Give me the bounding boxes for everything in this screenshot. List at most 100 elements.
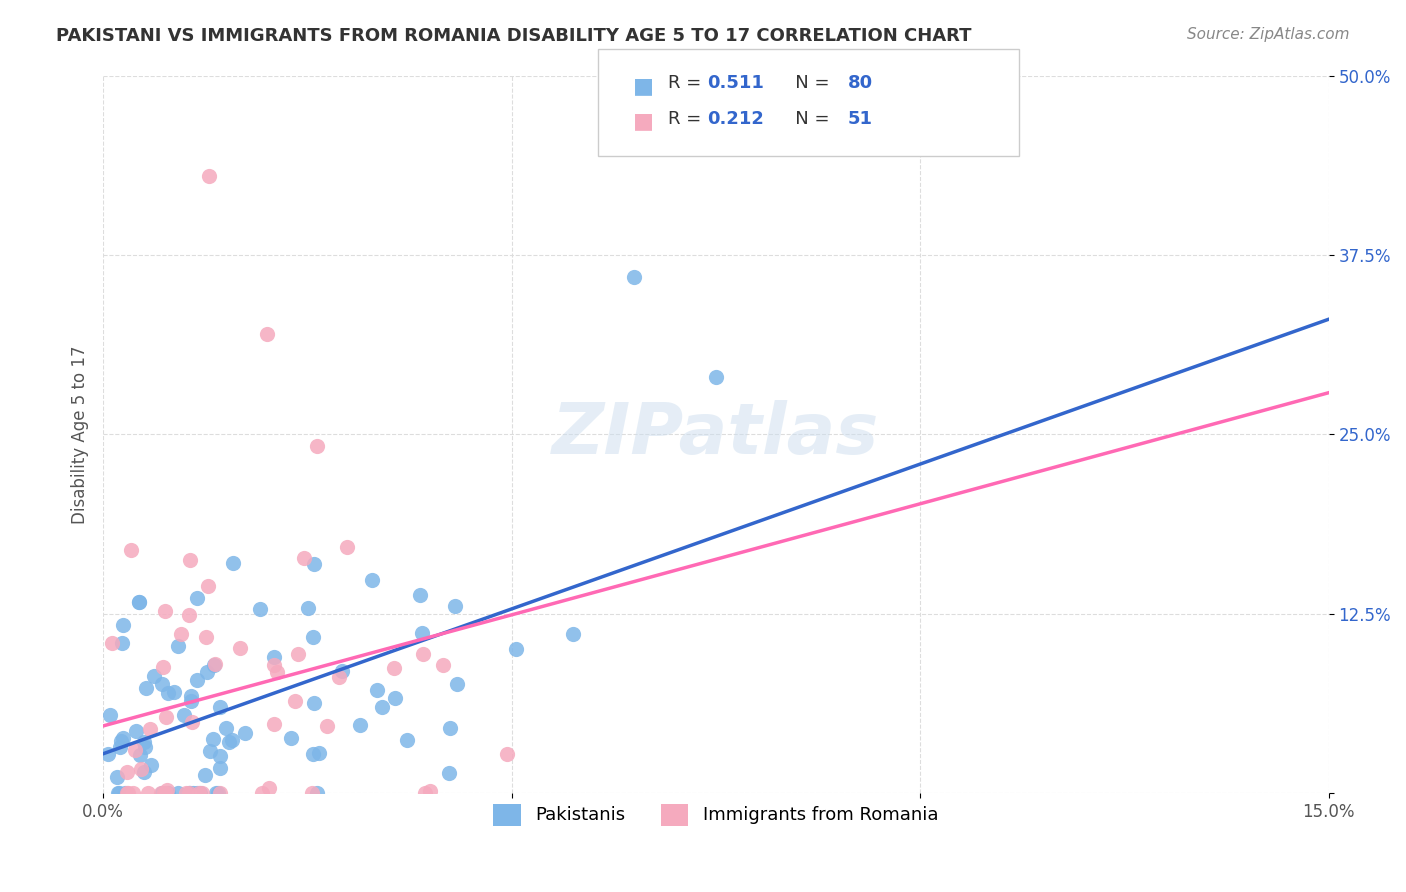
Point xyxy=(170,626,193,640)
Point xyxy=(301,747,323,762)
Point xyxy=(181,786,204,800)
Text: R =: R = xyxy=(668,110,707,128)
Point xyxy=(263,716,285,731)
Point xyxy=(328,670,350,684)
Point xyxy=(153,786,176,800)
Point xyxy=(204,657,226,671)
Point xyxy=(308,747,330,761)
Text: 51: 51 xyxy=(848,110,873,128)
Point xyxy=(152,659,174,673)
Point xyxy=(155,710,177,724)
Point xyxy=(204,786,226,800)
Point xyxy=(349,718,371,732)
Point xyxy=(412,647,434,661)
Point xyxy=(155,786,177,800)
Point xyxy=(135,681,157,695)
Point xyxy=(307,786,329,800)
Point xyxy=(177,786,200,800)
Point xyxy=(112,731,135,746)
Point xyxy=(194,768,217,782)
Point xyxy=(419,784,441,798)
Point xyxy=(156,686,179,700)
Point xyxy=(411,626,433,640)
Point xyxy=(382,661,405,675)
Text: 0.511: 0.511 xyxy=(707,74,763,92)
Point xyxy=(186,591,208,605)
Point xyxy=(330,664,353,678)
Point xyxy=(173,708,195,723)
Point xyxy=(263,658,285,673)
Point xyxy=(186,673,208,687)
Point xyxy=(209,749,232,764)
Point xyxy=(150,677,173,691)
Point xyxy=(200,744,222,758)
Point xyxy=(409,589,432,603)
Point xyxy=(167,786,190,800)
Point xyxy=(218,735,240,749)
Point xyxy=(207,786,229,800)
Point xyxy=(384,691,406,706)
Point xyxy=(112,618,135,632)
Point xyxy=(132,735,155,749)
Point xyxy=(166,640,188,654)
Point xyxy=(107,786,129,800)
Point xyxy=(301,786,323,800)
Point xyxy=(221,732,243,747)
Point xyxy=(204,657,226,672)
Point xyxy=(266,665,288,679)
Point xyxy=(444,599,467,613)
Point xyxy=(297,601,319,615)
Point xyxy=(128,747,150,762)
Point xyxy=(129,762,152,776)
Point xyxy=(305,439,328,453)
Text: ■: ■ xyxy=(633,112,654,131)
Point xyxy=(623,269,645,284)
Text: R =: R = xyxy=(668,74,707,92)
Point xyxy=(122,786,145,800)
Point xyxy=(197,579,219,593)
Point xyxy=(198,169,221,183)
Point xyxy=(114,786,136,800)
Point xyxy=(284,694,307,708)
Point xyxy=(163,685,186,699)
Point xyxy=(124,743,146,757)
Point xyxy=(156,782,179,797)
Point xyxy=(301,630,323,644)
Point xyxy=(134,739,156,754)
Point xyxy=(180,694,202,708)
Point xyxy=(139,723,162,737)
Point xyxy=(177,786,200,800)
Point xyxy=(153,604,176,618)
Point xyxy=(257,780,280,795)
Point xyxy=(110,739,132,754)
Point xyxy=(117,786,139,800)
Point xyxy=(366,683,388,698)
Point xyxy=(396,733,419,747)
Point xyxy=(336,540,359,554)
Point xyxy=(371,699,394,714)
Point xyxy=(221,556,243,570)
Point xyxy=(704,370,727,384)
Text: ZIPatlas: ZIPatlas xyxy=(553,400,880,469)
Point xyxy=(180,689,202,703)
Point xyxy=(446,677,468,691)
Point xyxy=(292,551,315,566)
Point xyxy=(110,734,132,748)
Point xyxy=(152,786,174,800)
Point xyxy=(139,758,162,772)
Point xyxy=(179,608,201,623)
Point xyxy=(195,630,218,644)
Point xyxy=(124,723,146,738)
Point xyxy=(115,765,138,780)
Y-axis label: Disability Age 5 to 17: Disability Age 5 to 17 xyxy=(72,345,89,524)
Point xyxy=(360,574,382,588)
Point xyxy=(180,715,202,730)
Point xyxy=(101,636,124,650)
Point xyxy=(136,786,159,800)
Point xyxy=(249,602,271,616)
Point xyxy=(187,786,209,800)
Text: Source: ZipAtlas.com: Source: ZipAtlas.com xyxy=(1187,27,1350,42)
Point xyxy=(150,786,173,800)
Point xyxy=(100,708,122,723)
Point xyxy=(117,786,139,800)
